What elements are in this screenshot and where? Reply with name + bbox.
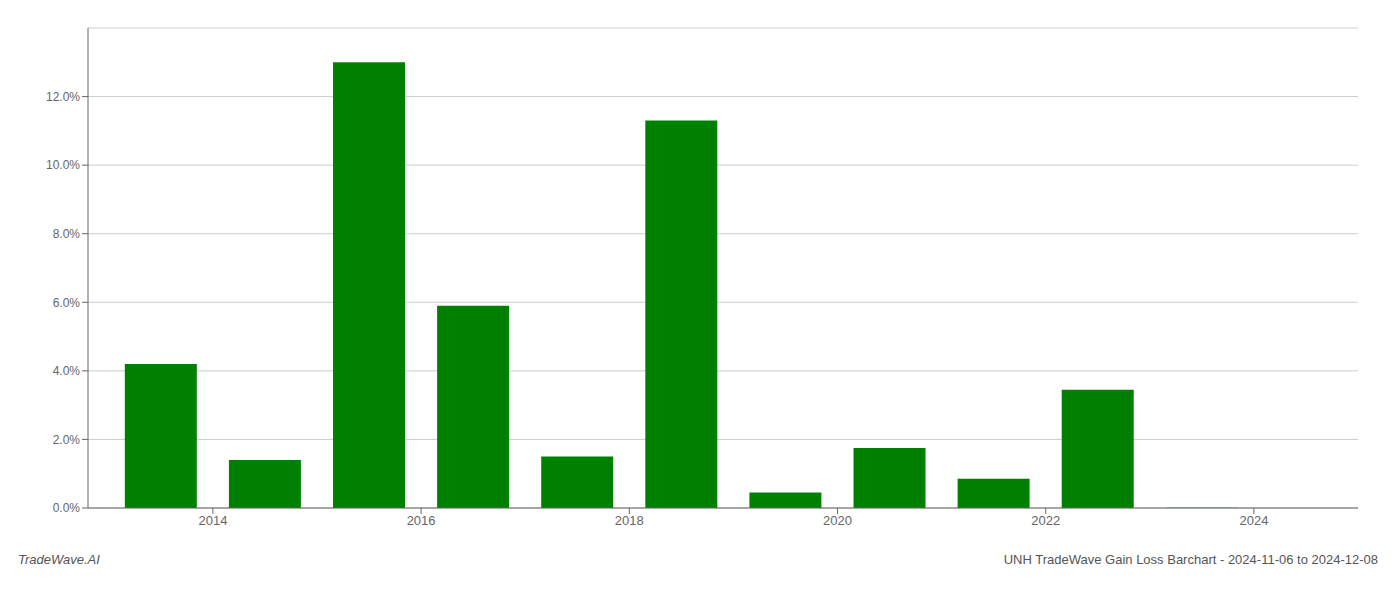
svg-text:4.0%: 4.0% (53, 364, 81, 378)
html-text:TradeWave.AI: TradeWave.AI (18, 552, 100, 567)
svg-text:2020: 2020 (823, 513, 852, 528)
svg-text:0.0%: 0.0% (53, 501, 81, 515)
svg-text:12.0%: 12.0% (46, 90, 80, 104)
svg-text:8.0%: 8.0% (53, 227, 81, 241)
svg-text:2024: 2024 (1239, 513, 1268, 528)
svg-text:6.0%: 6.0% (53, 296, 81, 310)
svg-text:2022: 2022 (1031, 513, 1060, 528)
html-text:UNH TradeWave Gain Loss Barcha: UNH TradeWave Gain Loss Barchart - 2024-… (1003, 552, 1378, 567)
svg-text:10.0%: 10.0% (46, 158, 80, 172)
svg-text:2.0%: 2.0% (53, 433, 81, 447)
svg-text:2014: 2014 (198, 513, 227, 528)
svg-text:2018: 2018 (615, 513, 644, 528)
svg-text:2016: 2016 (407, 513, 436, 528)
